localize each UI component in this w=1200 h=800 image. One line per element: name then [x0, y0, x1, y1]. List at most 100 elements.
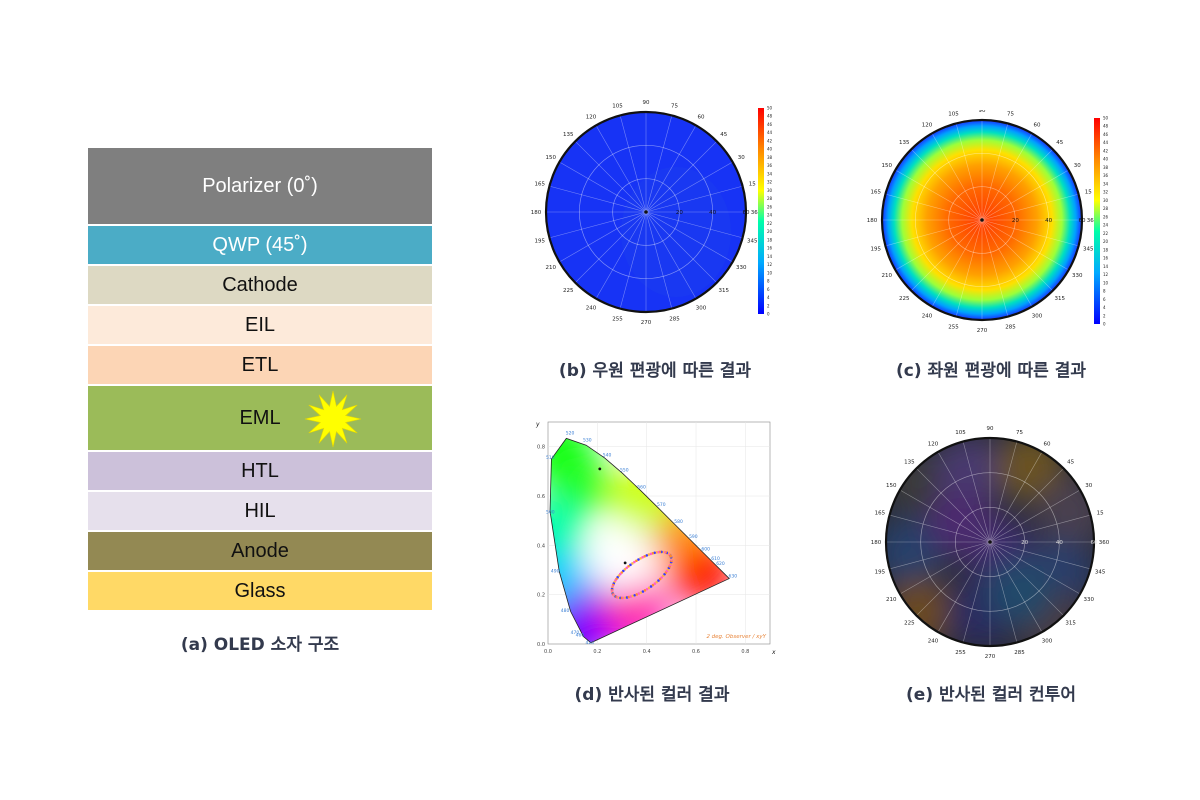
data-point: [645, 587, 649, 591]
wavelength-label: 470: [571, 630, 580, 636]
layer-glass: Glass: [88, 572, 432, 612]
angle-label: 180: [531, 210, 542, 216]
data-point: [669, 555, 673, 558]
grid-spoke: [559, 211, 647, 263]
colorbar-label: 2: [767, 303, 770, 308]
reflected-color-points: [610, 550, 673, 600]
caption-a: (a) OLED 소자 구조: [180, 635, 340, 655]
colorbar-label: 8: [1103, 289, 1106, 294]
angle-label: 240: [922, 313, 933, 319]
radial-label: 20: [1012, 218, 1019, 224]
colorbar-label: 26: [767, 204, 773, 209]
colorbar-label: 26: [1103, 214, 1109, 219]
colorbar-label: 48: [767, 114, 773, 119]
colorbar-label: 48: [1103, 124, 1109, 129]
grid-spoke: [989, 468, 1064, 543]
angle-label: 225: [899, 296, 910, 302]
y-tick-label: 0.0: [537, 642, 545, 648]
wavelength-label: 600: [701, 546, 710, 552]
angle-label: 30: [738, 155, 745, 161]
angle-label: 75: [1007, 112, 1014, 118]
x-tick-label: 0.4: [643, 649, 651, 655]
angle-label: 105: [612, 104, 623, 110]
grid-spoke: [595, 211, 647, 299]
polar-center: [980, 218, 984, 222]
angle-label: 330: [1083, 597, 1094, 603]
colorbar-label: 42: [1103, 148, 1109, 153]
angle-label: 195: [875, 570, 886, 576]
grid-spoke: [645, 115, 673, 213]
colorbar-label: 0: [767, 312, 770, 317]
radial-label: 40: [709, 210, 716, 216]
colorbar-label: 34: [767, 171, 773, 176]
data-point: [649, 552, 653, 556]
layer-anode: Anode: [88, 532, 432, 572]
layer-label: HIL: [244, 499, 276, 522]
data-point: [637, 592, 641, 595]
contour-blob: [986, 558, 1054, 626]
colorbar-label: 46: [1103, 132, 1109, 137]
angle-label: 45: [1056, 140, 1063, 146]
grid-spoke: [989, 541, 1018, 643]
data-point: [622, 569, 625, 573]
grid-spoke: [549, 211, 647, 239]
data-point: [641, 555, 644, 559]
angle-label: 285: [669, 316, 680, 322]
caption-e: (e) 반사된 컬러 컨투어: [906, 685, 1076, 705]
colorbar-label: 36: [767, 163, 773, 168]
grid-spoke: [931, 219, 983, 307]
grid-spoke: [989, 541, 1064, 616]
grid-spoke: [981, 169, 1069, 221]
angle-label: 105: [955, 430, 966, 436]
colorbar-label: 20: [767, 229, 773, 234]
radial-label: 60: [1091, 540, 1098, 546]
angle-label: 150: [545, 155, 556, 161]
grid-spoke: [575, 141, 647, 213]
angle-label: 300: [1042, 639, 1053, 645]
grid-spoke: [989, 514, 1091, 543]
colorbar-label: 44: [767, 130, 773, 135]
layer-label: Anode: [231, 539, 289, 562]
colorbar-label: 2: [1103, 313, 1106, 318]
angle-label: 210: [886, 597, 897, 603]
layer-htl: HTL: [88, 452, 432, 492]
grid-spoke: [899, 489, 991, 543]
radial-label: 40: [1056, 540, 1063, 546]
grid-spoke: [989, 541, 1043, 633]
angle-label: 255: [948, 324, 959, 330]
wavelength-label: 550: [620, 467, 629, 473]
colorbar-label: 16: [1103, 256, 1109, 261]
wavelength-label: 620: [716, 561, 725, 567]
caption-c: (c) 좌원 편광에 따른 결과: [895, 361, 1087, 381]
angle-label: 345: [1083, 246, 1094, 252]
data-point: [631, 594, 635, 598]
colorbar-label: 0: [1103, 322, 1106, 327]
angle-label: 15: [1085, 190, 1092, 196]
angle-label: 255: [955, 650, 966, 656]
wavelength-label: 500: [546, 509, 555, 515]
angle-label: 315: [1055, 296, 1066, 302]
angle-label: 270: [641, 320, 652, 326]
angle-label: 345: [1095, 570, 1106, 576]
colorbar-label: 12: [767, 262, 773, 267]
angle-label: 330: [1072, 273, 1083, 279]
angle-label: 225: [904, 621, 915, 627]
grid-spoke: [981, 219, 1009, 317]
angle-label: 300: [696, 305, 707, 311]
angle-label: 90: [987, 426, 994, 432]
colorbar-label: 10: [1103, 280, 1109, 285]
grid-spoke: [645, 185, 743, 213]
colorbar-label: 36: [1103, 173, 1109, 178]
y-tick-label: 0.6: [537, 494, 545, 500]
colorbar-label: 28: [1103, 206, 1109, 211]
angle-label: 240: [928, 639, 939, 645]
colorbar-label: 40: [767, 147, 773, 152]
colorbar-label: 40: [1103, 157, 1109, 162]
wavelength-label: 510: [546, 455, 555, 461]
data-point: [655, 580, 659, 584]
angle-label: 135: [899, 140, 910, 146]
angle-label: 150: [886, 483, 897, 489]
grid-spoke: [937, 451, 991, 543]
data-point: [629, 595, 633, 598]
layer-eil: EIL: [88, 306, 432, 346]
